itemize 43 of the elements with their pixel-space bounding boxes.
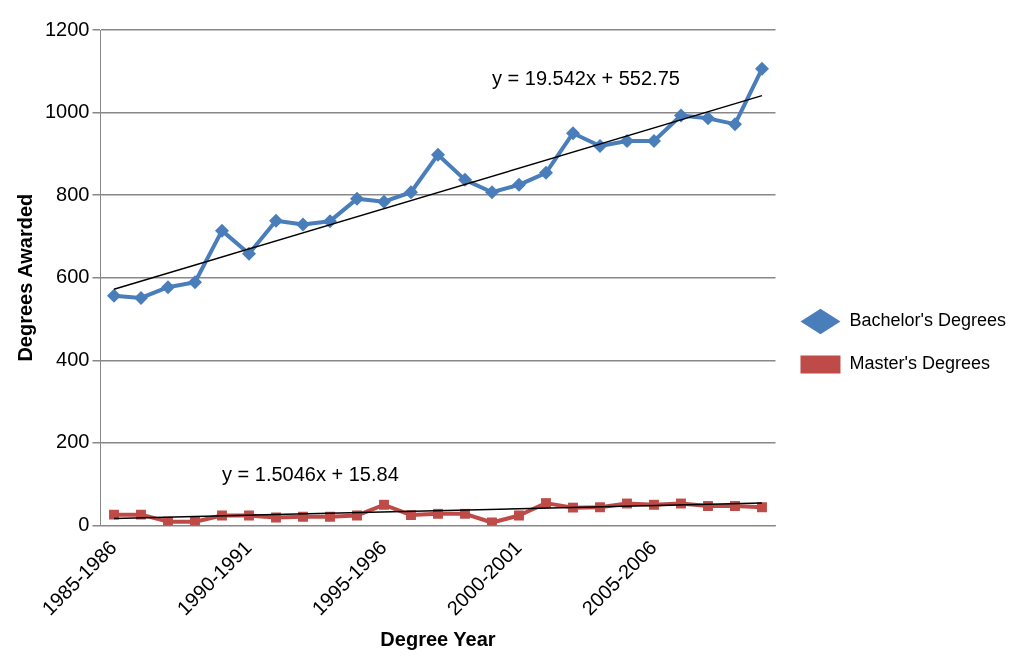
point — [484, 185, 499, 200]
point — [349, 191, 364, 206]
y-tick-label: 200 — [56, 430, 90, 453]
point — [187, 275, 202, 290]
point — [511, 177, 526, 192]
legend-label: Master's Degrees — [849, 353, 990, 374]
y-tick-label: 600 — [56, 265, 90, 288]
annotation: y = 19.542x + 552.75 — [491, 67, 680, 90]
point — [271, 512, 281, 523]
point — [376, 194, 391, 209]
y-tick-label: 400 — [56, 347, 90, 370]
y-tick-label: 800 — [56, 182, 90, 205]
x-axis-title: Degree Year — [380, 627, 496, 650]
point — [757, 502, 767, 513]
point — [457, 172, 472, 187]
point — [754, 61, 769, 76]
point — [565, 126, 580, 141]
point — [133, 290, 148, 305]
point — [268, 213, 283, 228]
legend-label: Bachelor's Degrees — [849, 310, 1006, 331]
point — [700, 111, 715, 126]
point — [403, 185, 418, 200]
point — [619, 134, 634, 149]
point — [106, 288, 121, 303]
y-tick-label: 0 — [78, 512, 90, 535]
point — [214, 223, 229, 238]
point — [295, 217, 310, 232]
point — [541, 498, 551, 509]
point — [727, 117, 742, 132]
annotation: y = 1.5046x + 15.84 — [221, 463, 399, 486]
point — [514, 510, 524, 521]
point — [109, 509, 119, 520]
point — [487, 517, 497, 526]
point — [538, 165, 553, 180]
y-tick-label: 1000 — [44, 100, 90, 123]
point — [190, 516, 200, 526]
point — [673, 108, 688, 123]
y-axis-title: Degrees Awarded — [13, 193, 36, 362]
point — [241, 246, 256, 261]
point — [160, 280, 175, 295]
point — [430, 147, 445, 162]
y-tick-label: 1200 — [44, 17, 90, 40]
point — [379, 499, 389, 510]
